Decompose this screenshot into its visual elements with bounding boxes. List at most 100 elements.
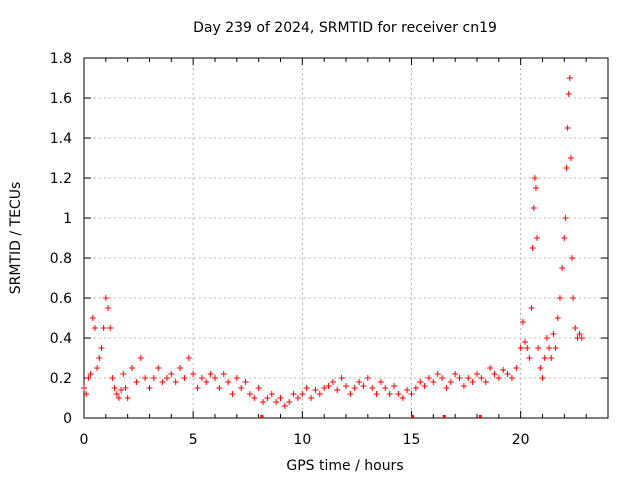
data-point: [334, 387, 341, 393]
data-point: [391, 383, 398, 389]
data-point: [408, 391, 415, 397]
data-point: [94, 365, 101, 371]
data-point: [456, 375, 463, 381]
y-tick-label: 1.2: [50, 171, 72, 187]
data-point: [238, 385, 245, 391]
data-point: [539, 375, 546, 381]
data-point: [105, 305, 112, 311]
data-point: [530, 205, 537, 211]
grid-lines: [84, 58, 608, 418]
data-point: [491, 371, 498, 377]
data-point: [561, 235, 568, 241]
chart-title: Day 239 of 2024, SRMTID for receiver cn1…: [193, 20, 497, 36]
data-point: [495, 375, 502, 381]
data-point: [96, 355, 103, 361]
data-point: [364, 375, 371, 381]
data-point: [519, 319, 526, 325]
data-point: [207, 371, 214, 377]
data-point: [233, 375, 240, 381]
data-point: [548, 355, 555, 361]
data-point: [85, 375, 92, 381]
axis-point-mark: [260, 415, 264, 418]
x-tick-label: 0: [80, 432, 89, 448]
data-point: [351, 385, 358, 391]
data-point: [177, 365, 184, 371]
data-point: [102, 295, 109, 301]
data-point: [373, 391, 380, 397]
data-point: [356, 379, 363, 385]
data-point: [142, 375, 149, 381]
data-point: [578, 335, 585, 341]
data-point: [529, 245, 536, 251]
data-point: [360, 383, 367, 389]
data-point: [124, 395, 131, 401]
data-point: [155, 365, 162, 371]
data-point: [312, 387, 319, 393]
data-point: [528, 305, 535, 311]
data-point: [100, 325, 107, 331]
data-point: [290, 391, 297, 397]
data-point: [229, 391, 236, 397]
data-point: [478, 375, 485, 381]
data-point: [465, 375, 472, 381]
data-point: [286, 399, 293, 405]
data-point: [194, 385, 201, 391]
data-point: [531, 175, 538, 181]
plot-frame: [83, 57, 609, 419]
data-point: [430, 379, 437, 385]
data-point: [535, 345, 542, 351]
data-point: [150, 375, 157, 381]
x-tick-label: 10: [293, 432, 311, 448]
data-point: [513, 365, 520, 371]
x-tick-label: 15: [403, 432, 421, 448]
y-tick-label: 0.2: [50, 371, 72, 387]
data-point: [308, 395, 315, 401]
data-point: [460, 383, 467, 389]
data-point: [89, 315, 96, 321]
y-axis-label: SRMTID / TECUs: [8, 182, 24, 295]
data-point: [537, 365, 544, 371]
data-point: [137, 355, 144, 361]
data-point: [203, 379, 210, 385]
data-point: [216, 385, 223, 391]
data-point: [447, 379, 454, 385]
axis-point-mark: [442, 415, 446, 418]
data-point: [377, 379, 384, 385]
data-point: [220, 371, 227, 377]
data-point: [556, 295, 563, 301]
data-point: [487, 365, 494, 371]
y-tick-label: 0: [63, 411, 72, 427]
data-point: [482, 379, 489, 385]
data-point: [566, 75, 573, 81]
data-point: [83, 391, 90, 397]
data-point: [564, 125, 571, 131]
y-tick-label: 1: [63, 211, 72, 227]
data-point: [534, 235, 541, 241]
data-point: [329, 379, 336, 385]
data-point: [347, 391, 354, 397]
data-point: [541, 355, 548, 361]
data-point: [508, 375, 515, 381]
data-point: [474, 371, 480, 377]
data-point: [146, 385, 153, 391]
data-point: [120, 371, 127, 377]
data-point: [443, 385, 450, 391]
data-point: [568, 255, 575, 261]
data-point: [382, 385, 389, 391]
data-point: [504, 371, 511, 377]
data-point: [395, 391, 402, 397]
data-point: [163, 375, 170, 381]
data-point: [251, 395, 258, 401]
data-point: [168, 371, 175, 377]
data-points: [81, 75, 585, 418]
data-point: [212, 375, 218, 381]
data-point: [425, 375, 432, 381]
data-point: [343, 383, 349, 389]
data-point: [439, 375, 446, 381]
data-point: [294, 395, 301, 401]
data-point: [554, 315, 561, 321]
data-point: [567, 155, 574, 161]
data-point: [87, 371, 94, 377]
data-point: [522, 339, 529, 345]
